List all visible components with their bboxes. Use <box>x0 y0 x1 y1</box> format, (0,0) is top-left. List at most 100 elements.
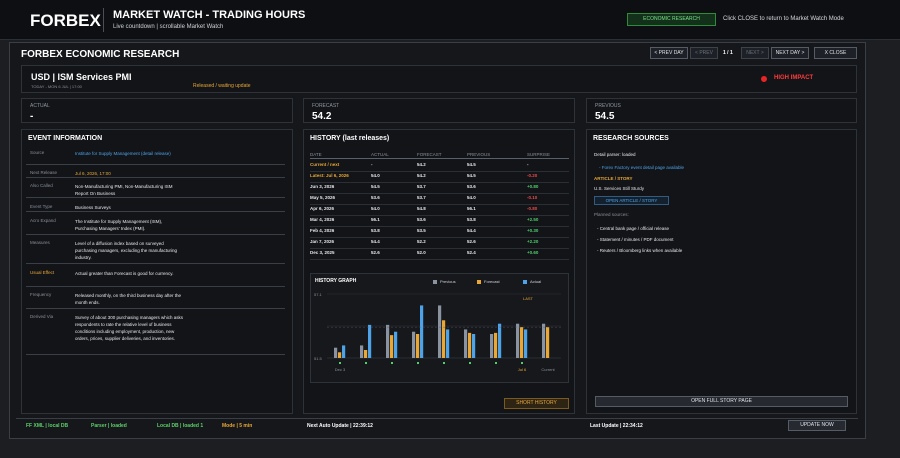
prev-day-button[interactable]: < PREV DAY <box>650 47 688 59</box>
history-cell: -0.80 <box>527 206 538 211</box>
release-marker <box>469 362 471 364</box>
open-article-button[interactable]: OPEN ARTICLE / STORY <box>594 196 669 205</box>
actual-card: ACTUAL - <box>21 98 293 123</box>
release-marker <box>443 362 445 364</box>
history-cell: 54.4 <box>467 228 476 233</box>
actual-value: - <box>30 111 34 122</box>
bar-forecast <box>390 335 394 358</box>
history-cell: 53.7 <box>417 184 426 189</box>
app-subtitle: Live countdown | scrollable Market Watch <box>113 24 224 30</box>
history-cell: 53.6 <box>467 184 476 189</box>
forex-factory-link[interactable]: - Forex Factory event detail page availa… <box>599 165 685 170</box>
history-row-divider <box>310 204 569 205</box>
parser-status-footer: Parser | loaded <box>91 423 127 429</box>
planned-label: Planned sources: <box>594 212 629 217</box>
event-title: USD | ISM Services PMI <box>31 72 132 82</box>
info-row: Frequency Released monthly, on the third … <box>26 289 285 309</box>
history-chart: 57.1 51.5 LAST Dec 3 Jul 6 Current <box>314 292 561 372</box>
history-cell: 54.2 <box>417 173 426 178</box>
info-label: Usual Effect <box>30 270 55 275</box>
event-information-panel: EVENT INFORMATION Source Institute for Su… <box>21 129 293 414</box>
bar-previous <box>334 347 338 358</box>
history-row-date: Jan 7, 2026 <box>310 239 335 244</box>
history-row-divider <box>310 193 569 194</box>
page-indicator: 1 / 1 <box>723 50 733 56</box>
bar-actual <box>342 345 346 358</box>
bar-previous <box>438 305 442 358</box>
top-bar: FORBEX MARKET WATCH - TRADING HOURS Live… <box>0 0 900 40</box>
release-marker <box>391 362 393 364</box>
bar-actual <box>446 329 450 358</box>
history-row-divider <box>310 226 569 227</box>
parser-status: Detail parser: loaded <box>594 152 636 157</box>
info-value: Jul 6, 2026, 17:00 <box>75 171 111 176</box>
history-row-divider <box>310 237 569 238</box>
info-value-source-link[interactable]: Institute for Supply Management (detail … <box>75 151 171 156</box>
history-row-date: Apr 6, 2026 <box>310 206 335 211</box>
local-db-status: Local DB | loaded 1 <box>157 423 204 429</box>
info-label: Source <box>30 150 45 155</box>
y-axis-bottom-label: 51.5 <box>314 356 323 361</box>
history-cell: +2.20 <box>527 239 539 244</box>
history-row-date: Latest: Jul 6, 2026 <box>310 173 349 178</box>
history-cell: 53.6 <box>417 217 426 222</box>
article-label: ARTICLE / STORY <box>594 176 633 181</box>
prev-button[interactable]: < PREV <box>690 47 718 59</box>
legend-previous: Previous <box>433 279 456 284</box>
bar-forecast <box>338 352 342 358</box>
release-marker <box>417 362 419 364</box>
history-cell: 52.6 <box>371 250 380 255</box>
info-label: Measures <box>30 240 50 245</box>
open-full-story-button[interactable]: OPEN FULL STORY PAGE <box>595 396 848 407</box>
info-row: Event Type Business Surveys <box>26 201 285 212</box>
history-col-date: DATE <box>310 152 322 157</box>
history-cell: 56.1 <box>371 217 380 222</box>
history-row-date: Mar 4, 2026 <box>310 217 335 222</box>
history-graph-title: HISTORY GRAPH <box>315 278 357 284</box>
history-cell: 53.6 <box>371 195 380 200</box>
bar-actual <box>524 329 528 358</box>
history-cell: 54.5 <box>371 184 380 189</box>
bar-forecast <box>364 350 368 358</box>
history-cell: 54.4 <box>371 239 380 244</box>
history-cell: -0.10 <box>527 195 538 200</box>
history-row-date: May 5, 2026 <box>310 195 336 200</box>
history-title: HISTORY (last releases) <box>310 135 390 142</box>
short-history-button[interactable]: SHORT HISTORY <box>504 398 569 409</box>
history-cell: 54.5 <box>467 162 476 167</box>
legend-actual: Actual <box>523 279 541 284</box>
research-sources-title: RESEARCH SOURCES <box>593 135 669 142</box>
next-day-button[interactable]: NEXT DAY > <box>771 47 809 59</box>
actual-label: ACTUAL <box>30 103 50 109</box>
info-label: Frequency <box>30 292 52 297</box>
close-button[interactable]: X CLOSE <box>814 47 857 59</box>
info-label: Acro Expand <box>30 218 56 223</box>
bar-previous <box>464 329 468 358</box>
research-window: FORBEX ECONOMIC RESEARCH < PREV DAY < PR… <box>9 42 866 439</box>
history-cell: +0.30 <box>527 228 539 233</box>
next-button[interactable]: NEXT > <box>741 47 769 59</box>
info-label: Event Type <box>30 204 53 209</box>
y-axis-top-label: 57.1 <box>314 292 323 297</box>
history-col-surprise: SURPRISE <box>527 152 551 157</box>
previous-card: PREVIOUS 54.5 <box>586 98 857 123</box>
x-axis-current-label: Current <box>541 367 555 372</box>
info-value: Level of a diffusion index based on surv… <box>75 241 178 260</box>
planned-source: - Central bank page / official release <box>597 226 669 231</box>
history-cell: - <box>371 162 373 167</box>
update-now-button[interactable]: UPDATE NOW <box>788 420 846 431</box>
bar-actual <box>394 331 398 358</box>
x-axis-last-label: Jul 6 <box>518 367 527 372</box>
forecast-value: 54.2 <box>312 111 332 122</box>
status-bar: FF XML | local DB Parser | loaded Local … <box>16 418 858 432</box>
history-cell: 56.1 <box>467 206 476 211</box>
info-row: Also Called Non-Manufacturing PMI, Non-Ma… <box>26 180 285 198</box>
info-label: Also Called <box>30 183 53 188</box>
forecast-card: FORECAST 54.2 <box>303 98 575 123</box>
history-cell: 54.2 <box>417 162 426 167</box>
research-title: FORBEX ECONOMIC RESEARCH <box>21 49 180 60</box>
history-row-date: Feb 4, 2026 <box>310 228 335 233</box>
history-cell: +0.80 <box>527 184 539 189</box>
bar-forecast <box>468 332 472 358</box>
economic-research-button[interactable]: ECONOMIC RESEARCH <box>627 13 716 26</box>
